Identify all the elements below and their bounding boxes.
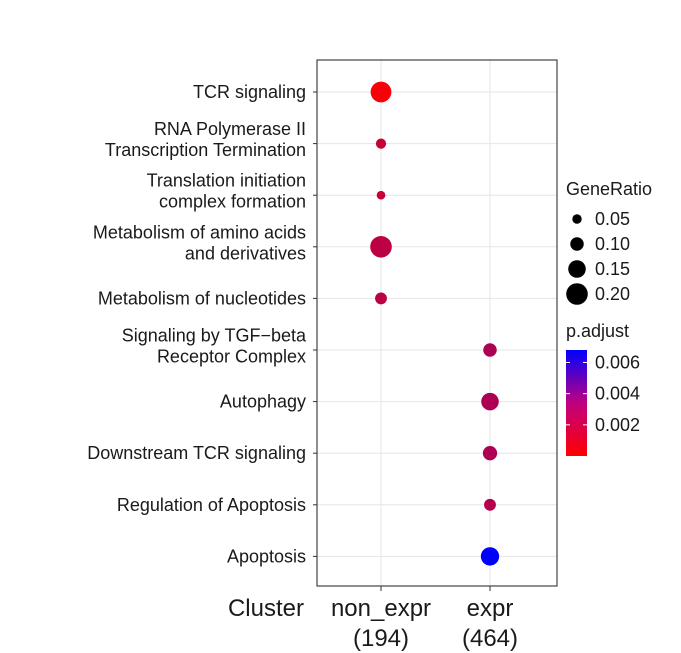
p-adjust-legend: p.adjust 0.006 0.004 0.002: [566, 321, 640, 456]
x-axis-title: Cluster: [228, 595, 304, 622]
y-axis-labels: TCR signaling RNA Polymerase IITranscript…: [87, 82, 307, 566]
generatio-legend-title: GeneRatio: [566, 179, 652, 199]
data-point: [375, 292, 387, 305]
generatio-legend-key: [566, 283, 588, 305]
generatio-legend-key: [568, 260, 586, 278]
y-tick-label: Receptor Complex: [157, 347, 306, 367]
grid-lines: [317, 60, 557, 586]
x-tick-label-count: (464): [462, 625, 518, 652]
y-tick-label: Downstream TCR signaling: [87, 443, 306, 463]
data-point: [370, 236, 392, 258]
generatio-legend-label: 0.20: [595, 284, 630, 304]
x-axis-ticks: [380, 586, 491, 591]
y-tick-label: Signaling by TGF−beta: [122, 326, 307, 346]
data-points: [370, 81, 500, 566]
data-point: [484, 498, 496, 511]
generatio-legend-label: 0.15: [595, 259, 630, 279]
generatio-legend-label: 0.10: [595, 234, 630, 254]
data-point: [376, 190, 386, 200]
y-tick-label: and derivatives: [185, 243, 306, 263]
y-tick-label: RNA Polymerase II: [154, 119, 306, 139]
y-tick-label: complex formation: [159, 192, 306, 212]
p-adjust-label: 0.004: [595, 384, 640, 404]
y-tick-label: Metabolism of amino acids: [93, 222, 306, 242]
y-tick-label: Translation initiation: [147, 171, 306, 191]
data-point: [481, 392, 499, 411]
y-tick-label: Autophagy: [220, 392, 306, 412]
p-adjust-label: 0.006: [595, 352, 640, 372]
generatio-legend: GeneRatio 0.05 0.10 0.15 0.20: [566, 179, 652, 305]
plot-panel-border: [316, 59, 558, 587]
data-point: [375, 138, 387, 149]
generatio-legend-key: [572, 214, 582, 224]
y-tick-label: Metabolism of nucleotides: [98, 288, 306, 308]
x-tick-label: expr: [467, 595, 514, 622]
y-axis-ticks: [313, 91, 317, 557]
p-adjust-legend-title: p.adjust: [566, 321, 629, 341]
generatio-legend-label: 0.05: [595, 209, 630, 229]
p-adjust-label: 0.002: [595, 415, 640, 435]
data-point: [483, 343, 497, 357]
data-point: [370, 81, 392, 103]
x-tick-label-count: (194): [353, 625, 409, 652]
data-point: [480, 547, 500, 566]
y-tick-label: TCR signaling: [193, 82, 306, 102]
y-tick-label: Regulation of Apoptosis: [117, 495, 306, 515]
x-axis-labels: non_expr (194) expr (464): [331, 595, 518, 652]
y-tick-label: Transcription Termination: [105, 140, 306, 160]
p-adjust-colorbar: [566, 350, 587, 456]
x-tick-label: non_expr: [331, 595, 431, 622]
y-tick-label: Apoptosis: [227, 546, 306, 566]
data-point: [482, 446, 498, 461]
generatio-legend-key: [570, 237, 584, 251]
